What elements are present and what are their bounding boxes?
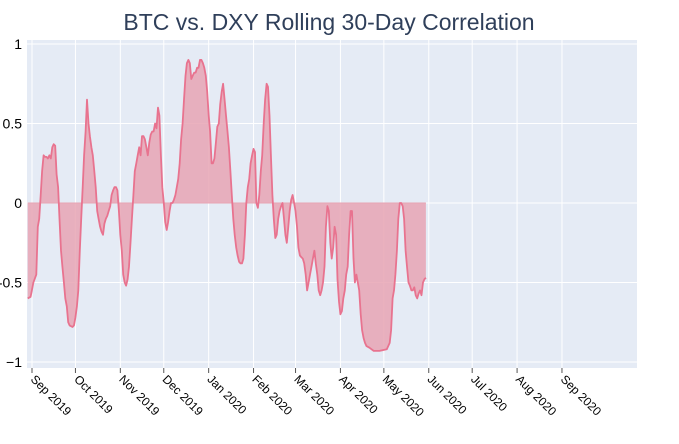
y-tick-label: 1 (14, 36, 22, 52)
x-tick-label: Dec 2019 (160, 372, 206, 418)
x-tick-label: Jun 2020 (425, 372, 470, 417)
x-tick-label: May 2020 (380, 372, 427, 419)
x-tick-label: Mar 2020 (291, 372, 337, 418)
x-tick-label: Aug 2020 (513, 372, 559, 418)
x-tick-label: Nov 2019 (116, 372, 162, 418)
y-axis: 1 0.5 0 -0.5 −1 (0, 36, 22, 370)
y-tick-label: 0.5 (3, 116, 23, 132)
y-tick-label: −1 (6, 354, 22, 370)
chart-title: BTC vs. DXY Rolling 30-Day Correlation (123, 9, 534, 35)
x-tick-label: Jul 2020 (468, 372, 510, 414)
x-tick-label: Jan 2020 (205, 372, 250, 417)
series-line (27, 59, 427, 352)
y-tick-label: 0 (14, 195, 22, 211)
x-tick-label: Apr 2020 (336, 372, 381, 417)
x-tick-label: Sep 2019 (28, 372, 74, 418)
x-tick-label: Oct 2019 (71, 372, 116, 417)
x-tick-label: Sep 2020 (558, 372, 604, 418)
y-tick-label: -0.5 (0, 275, 22, 291)
x-tick-label: Feb 2020 (249, 372, 295, 418)
